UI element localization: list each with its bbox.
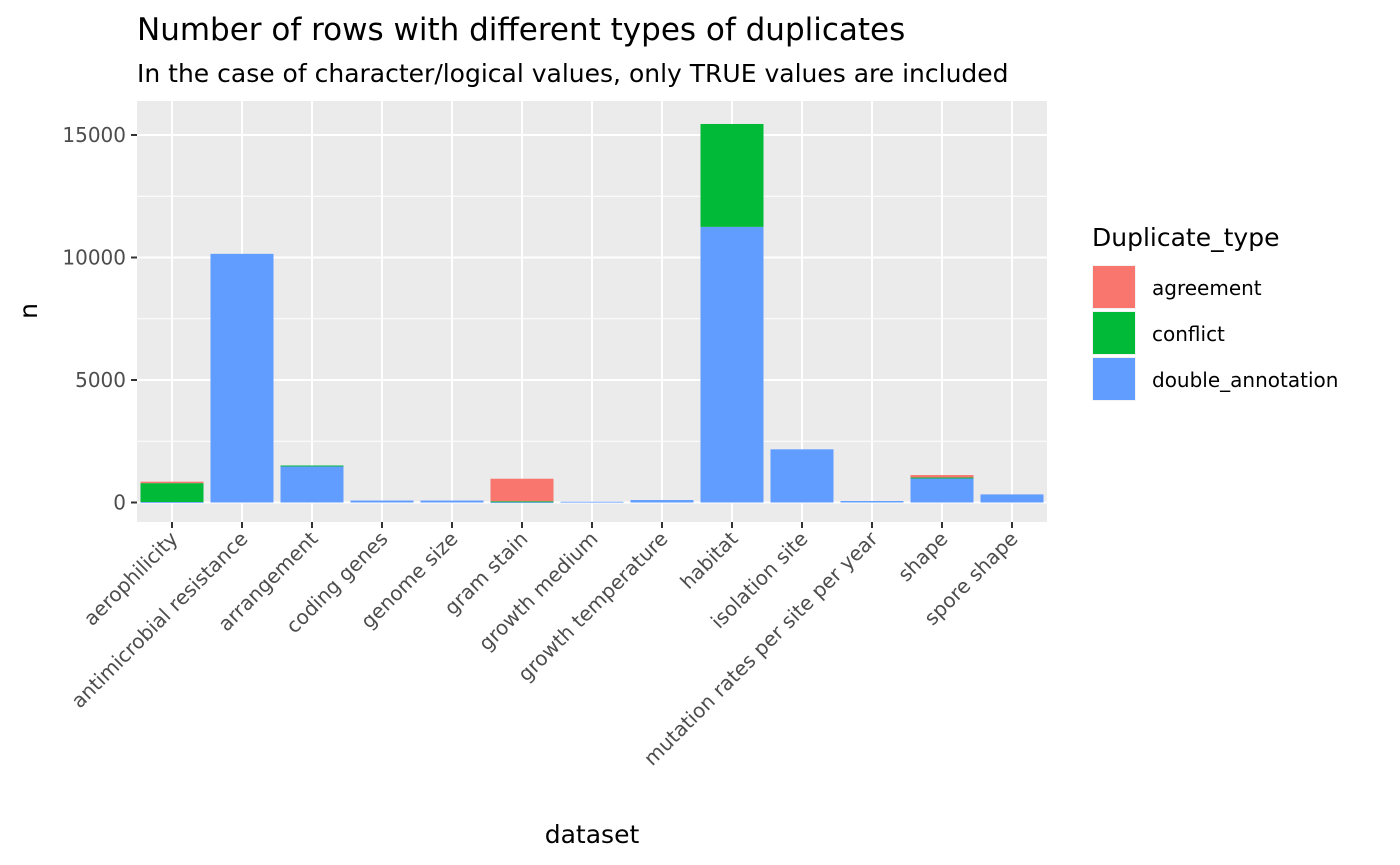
chart-subtitle: In the case of character/logical values,… [137, 59, 1009, 88]
chart-title: Number of rows with different types of d… [137, 12, 905, 48]
bar-double_annotation [560, 501, 624, 503]
y-tick-label: 15000 [62, 123, 126, 147]
legend-label-conflict: conflict [1152, 322, 1225, 346]
x-tick-label: shape [893, 527, 953, 587]
legend-key-conflict [1093, 312, 1135, 354]
bar-double_annotation [350, 500, 414, 503]
legend-label-double_annotation: double_annotation [1152, 368, 1338, 392]
grid-major [137, 101, 1047, 522]
bar-agreement [140, 481, 204, 484]
bar-double_annotation [980, 494, 1044, 503]
bar-double_annotation [700, 226, 764, 503]
bar-double_annotation [140, 502, 204, 503]
y-tick-label: 10000 [62, 246, 126, 270]
legend-key-agreement [1093, 266, 1135, 308]
bar-double_annotation [280, 466, 344, 503]
bar-conflict [910, 477, 974, 479]
x-tick-label: growth medium [474, 527, 603, 656]
bar-double_annotation [910, 478, 974, 503]
x-axis-title: dataset [545, 820, 640, 849]
y-tick-label: 0 [113, 491, 126, 515]
bar-double_annotation [420, 500, 484, 503]
legend: Duplicate_type agreement conflict double_a… [1092, 223, 1338, 401]
legend-title: Duplicate_type [1092, 223, 1279, 252]
bar-double_annotation [490, 502, 554, 504]
x-tick-label: habitat [675, 526, 742, 593]
y-axis-title: n [14, 303, 43, 319]
legend-label-agreement: agreement [1152, 276, 1262, 300]
bar-conflict [490, 501, 554, 503]
bar-double_annotation [840, 501, 904, 503]
bars [140, 123, 1044, 504]
y-tick-label: 5000 [75, 368, 126, 392]
bar-conflict [700, 123, 764, 227]
bar-conflict [280, 465, 344, 467]
bar-double_annotation [630, 500, 694, 503]
bar-agreement [910, 475, 974, 478]
bar-double_annotation [210, 253, 274, 503]
y-axis: 0 5000 10000 15000 [62, 123, 137, 515]
legend-key-double_annotation [1093, 358, 1135, 400]
bar-double_annotation [770, 449, 834, 503]
bar-conflict [140, 483, 204, 503]
bar-agreement [490, 478, 554, 502]
